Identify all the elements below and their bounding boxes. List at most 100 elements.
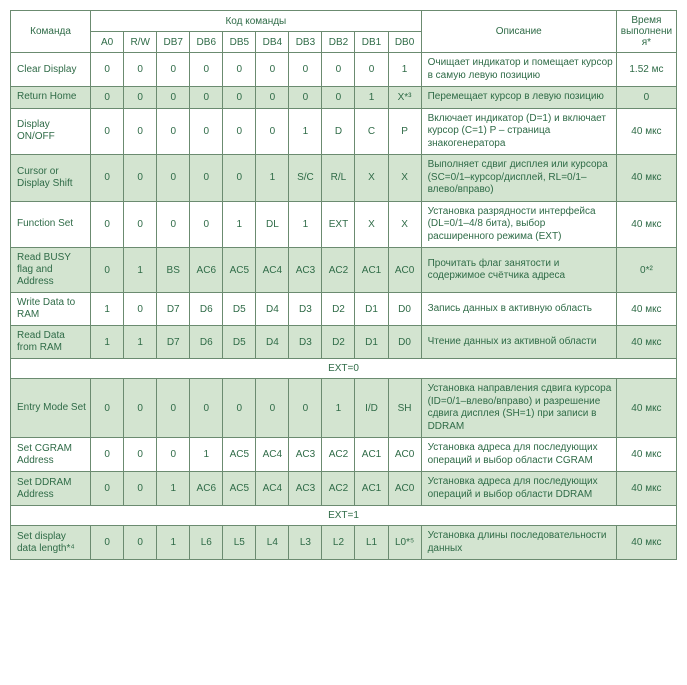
command-name: Set DDRAM Address <box>11 472 91 506</box>
bit-cell: 0 <box>223 379 256 438</box>
bit-cell: 0 <box>124 201 157 248</box>
bit-cell: X <box>388 155 421 202</box>
bit-cell: 0 <box>223 87 256 109</box>
time-cell: 40 мкс <box>616 472 676 506</box>
bit-cell: 1 <box>223 201 256 248</box>
table-row: Return Home000000001X*³Перемещает курсор… <box>11 87 677 109</box>
bit-cell: 0 <box>124 526 157 560</box>
bit-cell: D7 <box>157 326 190 359</box>
description-cell: Установка адреса для последующих операци… <box>421 438 616 472</box>
bit-cell: 0 <box>223 53 256 87</box>
bit-cell: L3 <box>289 526 322 560</box>
bit-cell: SH <box>388 379 421 438</box>
bit-cell: 1 <box>91 293 124 326</box>
bit-cell: I/D <box>355 379 388 438</box>
bit-cell: 0 <box>289 53 322 87</box>
description-cell: Запись данных в активную область <box>421 293 616 326</box>
bit-cell: 0 <box>355 53 388 87</box>
bit-cell: AC2 <box>322 438 355 472</box>
bit-cell: X <box>388 201 421 248</box>
separator-row: EXT=1 <box>11 506 677 526</box>
description-cell: Установка направления сдвига курсора (ID… <box>421 379 616 438</box>
bit-cell: 0 <box>223 155 256 202</box>
command-name: Clear Display <box>11 53 91 87</box>
table-row: Set display data length*⁴001L6L5L4L3L2L1… <box>11 526 677 560</box>
bit-cell: D3 <box>289 326 322 359</box>
bit-cell: 0 <box>124 108 157 155</box>
bit-cell: 0 <box>124 53 157 87</box>
bit-cell: D5 <box>223 293 256 326</box>
bit-cell: 0 <box>256 108 289 155</box>
bit-cell: AC6 <box>190 248 223 293</box>
bit-cell: 1 <box>124 326 157 359</box>
bit-cell: EXT <box>322 201 355 248</box>
bit-cell: AC5 <box>223 248 256 293</box>
bit-cell: 0 <box>289 87 322 109</box>
bit-cell: 0 <box>124 379 157 438</box>
bit-cell: DL <box>256 201 289 248</box>
bit-cell: AC5 <box>223 438 256 472</box>
description-cell: Очищает индикатор и помещает курсор в са… <box>421 53 616 87</box>
description-cell: Выполняет сдвиг дисплея или курсора (SC=… <box>421 155 616 202</box>
separator-row: EXT=0 <box>11 359 677 379</box>
bit-cell: 0 <box>124 438 157 472</box>
table-row: Function Set00001DL1EXTXXУстановка разря… <box>11 201 677 248</box>
bit-cell: 0 <box>157 201 190 248</box>
bit-cell: 0 <box>124 293 157 326</box>
bit-cell: 0 <box>190 379 223 438</box>
bit-cell: D7 <box>157 293 190 326</box>
table-row: Set DDRAM Address001AC6AC5AC4AC3AC2AC1AC… <box>11 472 677 506</box>
time-cell: 40 мкс <box>616 201 676 248</box>
command-name: Read BUSY flag and Address <box>11 248 91 293</box>
table-row: Read BUSY flag and Address01BSAC6AC5AC4A… <box>11 248 677 293</box>
bit-cell: AC3 <box>289 472 322 506</box>
table-body: Clear Display0000000001Очищает индикатор… <box>11 53 677 560</box>
bit-cell: D1 <box>355 293 388 326</box>
bit-cell: 0 <box>124 472 157 506</box>
time-cell: 40 мкс <box>616 108 676 155</box>
command-name: Function Set <box>11 201 91 248</box>
bit-cell: 1 <box>124 248 157 293</box>
table-row: Clear Display0000000001Очищает индикатор… <box>11 53 677 87</box>
bit-cell: D4 <box>256 293 289 326</box>
bit-cell: 0 <box>157 438 190 472</box>
time-cell: 40 мкс <box>616 326 676 359</box>
hdr-description: Описание <box>421 11 616 53</box>
bit-cell: AC0 <box>388 438 421 472</box>
command-name: Return Home <box>11 87 91 109</box>
bit-cell: AC4 <box>256 438 289 472</box>
bit-cell: 0 <box>91 87 124 109</box>
hdr-command: Команда <box>11 11 91 53</box>
bit-cell: 1 <box>289 201 322 248</box>
bit-cell: D3 <box>289 293 322 326</box>
bit-cell: D6 <box>190 293 223 326</box>
time-cell: 40 мкс <box>616 526 676 560</box>
command-name: Entry Mode Set <box>11 379 91 438</box>
bit-cell: 0 <box>157 53 190 87</box>
hdr-bit: A0 <box>91 32 124 53</box>
bit-cell: 1 <box>256 155 289 202</box>
description-cell: Установка длины последовательности данны… <box>421 526 616 560</box>
hdr-bit: DB2 <box>322 32 355 53</box>
bit-cell: L4 <box>256 526 289 560</box>
bit-cell: 1 <box>355 87 388 109</box>
bit-cell: 1 <box>157 526 190 560</box>
bit-cell: S/C <box>289 155 322 202</box>
bit-cell: 1 <box>190 438 223 472</box>
bit-cell: D5 <box>223 326 256 359</box>
bit-cell: C <box>355 108 388 155</box>
bit-cell: 0 <box>91 526 124 560</box>
hdr-bit: DB1 <box>355 32 388 53</box>
command-name: Set CGRAM Address <box>11 438 91 472</box>
hdr-bit: DB6 <box>190 32 223 53</box>
time-cell: 0 <box>616 87 676 109</box>
bit-cell: 0 <box>91 248 124 293</box>
bit-cell: 0 <box>289 379 322 438</box>
bit-cell: 0 <box>91 472 124 506</box>
bit-cell: 1 <box>289 108 322 155</box>
bit-cell: AC5 <box>223 472 256 506</box>
bit-cell: AC0 <box>388 248 421 293</box>
separator-label: EXT=0 <box>11 359 677 379</box>
description-cell: Прочитать флаг занятости и содержимое сч… <box>421 248 616 293</box>
bit-cell: X <box>355 201 388 248</box>
